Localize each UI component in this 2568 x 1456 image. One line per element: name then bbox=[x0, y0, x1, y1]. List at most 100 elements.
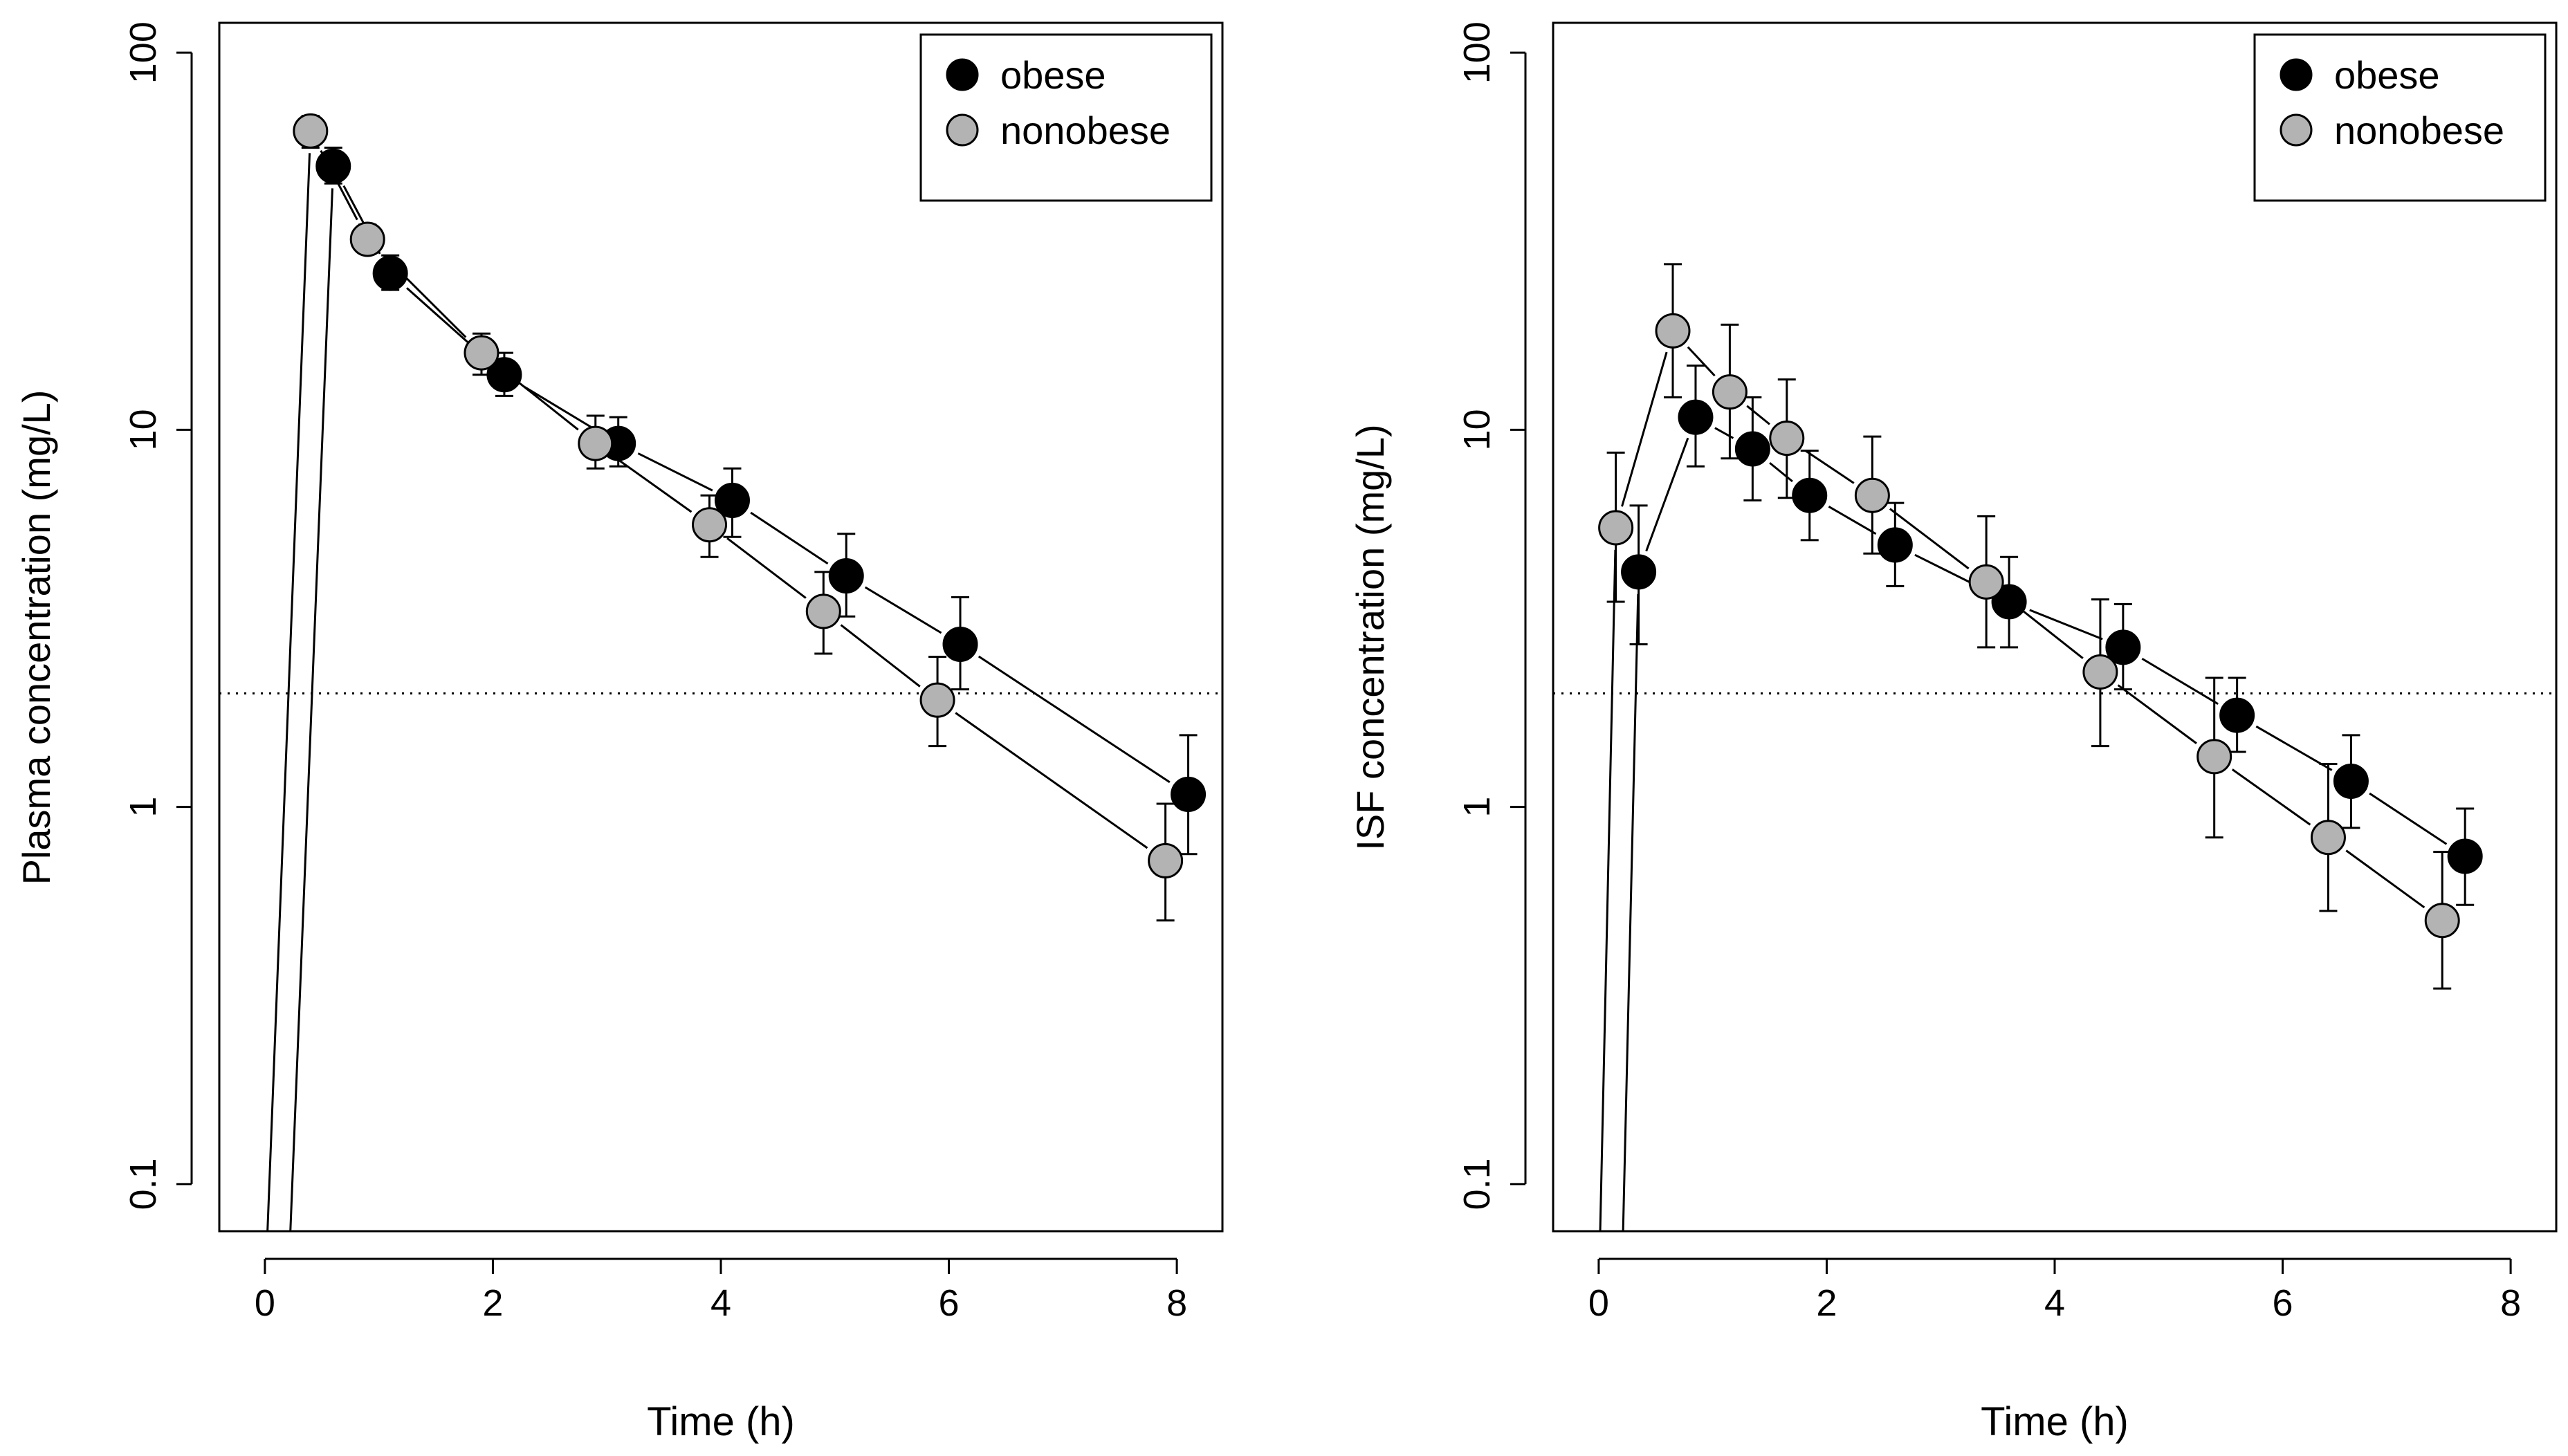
plot-frame bbox=[1552, 21, 2558, 1233]
x-axis-title: Time (h) bbox=[647, 1399, 795, 1444]
y-tick-label: 0.1 bbox=[122, 1158, 164, 1210]
y-axis-title: Plasma concentration (mg/L) bbox=[15, 390, 58, 885]
nonobese-line-segment bbox=[2345, 849, 2425, 909]
nonobese-data-point bbox=[692, 507, 728, 543]
obese-line-segment bbox=[1828, 505, 1877, 535]
nonobese-data-point bbox=[2310, 820, 2346, 856]
nonobese-data-point bbox=[1968, 564, 2004, 600]
obese-line-segment bbox=[750, 511, 829, 565]
nonobese-line-segment bbox=[498, 365, 579, 431]
nonobese-data-point bbox=[2082, 654, 2118, 690]
plot-data bbox=[266, 113, 1207, 1231]
nonobese-data-point bbox=[578, 425, 614, 461]
nonobese-line-segment bbox=[382, 254, 467, 338]
legend-marker-nonobese bbox=[2280, 113, 2313, 147]
obese-data-point bbox=[828, 558, 864, 594]
x-tick-label: 4 bbox=[2044, 1282, 2065, 1324]
nonobese-data-point bbox=[1712, 374, 1748, 410]
y-tick-label: 0.1 bbox=[1456, 1158, 1498, 1210]
legend-label-obese: obese bbox=[1000, 53, 1106, 97]
x-tick-label: 2 bbox=[482, 1282, 503, 1324]
obese-data-point bbox=[942, 626, 978, 662]
obese-data-point bbox=[714, 482, 750, 518]
obese-line-segment bbox=[1769, 462, 1793, 483]
obese-line-segment bbox=[864, 586, 942, 634]
legend-label-nonobese: nonobese bbox=[1000, 109, 1171, 152]
y-tick-label: 10 bbox=[1456, 409, 1498, 450]
obese-data-point bbox=[1734, 431, 1770, 467]
obese-data-point bbox=[1877, 527, 1913, 563]
nonobese-data-point bbox=[1655, 313, 1691, 349]
obese-data-point bbox=[1621, 554, 1657, 590]
x-tick-label: 8 bbox=[1166, 1282, 1187, 1324]
x-tick-label: 0 bbox=[255, 1282, 275, 1324]
isf-panel: 0 2 4 6 8 Time (h) 0.1 1 10 100 ISF concentration … bbox=[1348, 21, 2558, 1444]
obese-data-point bbox=[2447, 838, 2483, 874]
nonobese-line-segment bbox=[840, 624, 921, 688]
nonobese-data-point bbox=[1148, 842, 1184, 878]
nonobese-line-segment bbox=[1621, 351, 1668, 507]
obese-data-point bbox=[2333, 763, 2369, 799]
x-axis-title: Time (h) bbox=[1981, 1399, 2129, 1444]
nonobese-line-segment bbox=[1599, 549, 1617, 1231]
nonobese-line-segment bbox=[320, 149, 358, 221]
obese-line-segment bbox=[978, 655, 1171, 784]
plot-frame bbox=[218, 21, 1224, 1233]
nonobese-data-point bbox=[464, 335, 499, 371]
nonobese-data-point bbox=[1854, 477, 1890, 513]
nonobese-line-segment bbox=[1889, 508, 1970, 570]
nonobese-line-segment bbox=[955, 712, 1148, 849]
x-tick-label: 0 bbox=[1588, 1282, 1609, 1324]
obese-line-segment bbox=[1622, 593, 1640, 1231]
nonobese-line-segment bbox=[726, 537, 807, 599]
obese-data-point bbox=[1171, 776, 1207, 812]
nonobese-data-point bbox=[805, 593, 841, 629]
nonobese-line-segment bbox=[1804, 450, 1855, 484]
obese-line-segment bbox=[1645, 437, 1689, 552]
nonobese-line-segment bbox=[266, 153, 311, 1231]
nonobese-line-segment bbox=[2231, 768, 2311, 826]
obese-line-segment bbox=[2369, 792, 2448, 845]
x-tick-label: 2 bbox=[1816, 1282, 1837, 1324]
legend-label-obese: obese bbox=[2334, 53, 2440, 97]
obese-line-segment bbox=[637, 452, 713, 492]
obese-line-segment bbox=[2029, 609, 2103, 641]
x-tick-label: 8 bbox=[2500, 1282, 2521, 1324]
obese-data-point bbox=[1991, 584, 2027, 620]
legend-marker-obese bbox=[946, 58, 979, 91]
obese-data-point bbox=[1678, 399, 1714, 435]
nonobese-data-point bbox=[919, 682, 955, 718]
legend-label-nonobese: nonobese bbox=[2334, 109, 2504, 152]
y-axis-title: ISF concentration (mg/L) bbox=[1348, 424, 1392, 850]
y-tick-label: 100 bbox=[122, 21, 164, 84]
nonobese-data-point bbox=[1769, 421, 1805, 457]
plasma-panel: 0 2 4 6 8 Time (h) 0.1 1 10 100 Plasma concentrati… bbox=[15, 21, 1224, 1444]
x-tick-label: 4 bbox=[710, 1282, 731, 1324]
legend-marker-nonobese bbox=[946, 113, 979, 147]
nonobese-data-point bbox=[2424, 903, 2460, 939]
obese-line-segment bbox=[2141, 657, 2219, 706]
x-tick-label: 6 bbox=[939, 1282, 960, 1324]
obese-line-segment bbox=[2255, 725, 2333, 771]
nonobese-data-point bbox=[1598, 510, 1634, 546]
nonobese-line-segment bbox=[1687, 346, 1716, 377]
y-tick-label: 100 bbox=[1456, 21, 1498, 84]
nonobese-data-point bbox=[2196, 739, 2232, 775]
nonobese-line-segment bbox=[2117, 684, 2197, 744]
nonobese-data-point bbox=[349, 221, 385, 257]
nonobese-line-segment bbox=[2003, 595, 2084, 659]
plot-data bbox=[1598, 263, 2483, 1231]
nonobese-data-point bbox=[293, 113, 329, 149]
obese-line-segment bbox=[522, 385, 600, 433]
y-tick-label: 10 bbox=[122, 409, 164, 450]
obese-data-point bbox=[2219, 697, 2255, 733]
y-tick-label: 1 bbox=[1456, 797, 1498, 818]
obese-data-point bbox=[1792, 477, 1828, 513]
nonobese-line-segment bbox=[612, 455, 693, 513]
y-tick-label: 1 bbox=[122, 797, 164, 818]
obese-data-point bbox=[2105, 629, 2141, 665]
obese-data-point bbox=[315, 148, 351, 184]
obese-data-point bbox=[372, 255, 408, 291]
nonobese-line-segment bbox=[1746, 405, 1770, 425]
